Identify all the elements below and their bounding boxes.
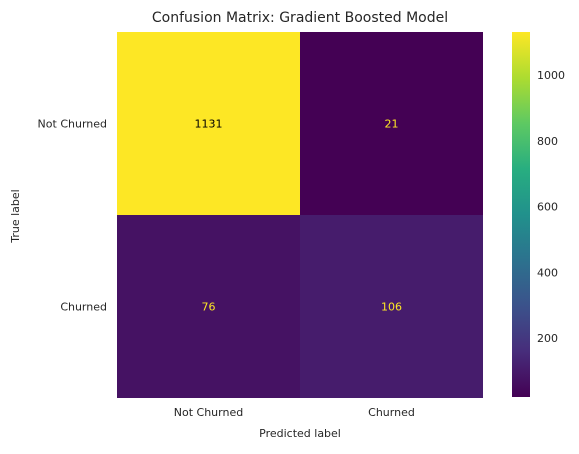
y-tick-label: Not Churned (38, 118, 107, 131)
cell-value-label: 76 (202, 301, 216, 314)
y-axis-label: True label (9, 189, 22, 243)
chart-title: Confusion Matrix: Gradient Boosted Model (152, 10, 448, 26)
y-tick-label: Churned (60, 301, 107, 314)
matrix-cell (300, 32, 483, 215)
x-tick-label: Churned (368, 406, 415, 419)
colorbar-tick-label: 1000 (537, 69, 565, 82)
colorbar (512, 32, 530, 397)
colorbar-tick-label: 400 (537, 266, 558, 279)
colorbar-tick-label: 800 (537, 135, 558, 148)
matrix-cell (117, 32, 300, 215)
colorbar-tick-label: 200 (537, 332, 558, 345)
x-axis-label: Predicted label (259, 427, 341, 440)
cell-value-label: 1131 (195, 118, 223, 131)
x-tick-label: Not Churned (174, 406, 243, 419)
colorbar-tick-label: 600 (537, 201, 558, 214)
matrix-cell (117, 215, 300, 398)
cell-value-label: 21 (385, 118, 399, 131)
matrix-cell (300, 215, 483, 398)
cell-value-label: 106 (381, 301, 402, 314)
